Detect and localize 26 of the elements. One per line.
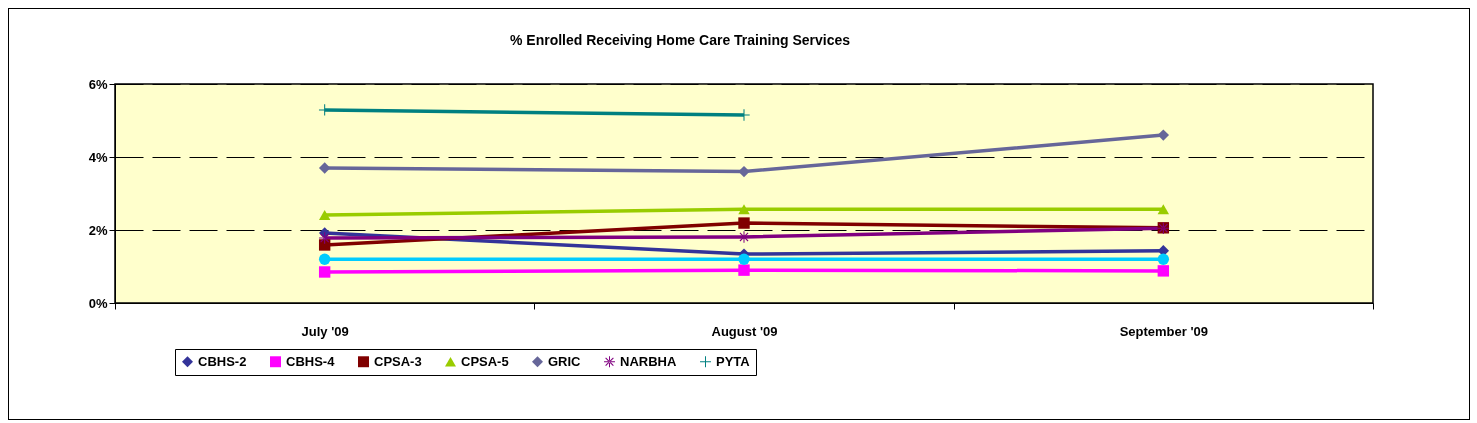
x-tick-label: July '09: [301, 323, 349, 339]
chart-title: % Enrolled Receiving Home Care Training Services: [509, 32, 851, 48]
point: [1157, 253, 1170, 265]
point: [738, 264, 750, 276]
y-tick-label: 4%: [88, 149, 108, 165]
legend-label: NARBHA: [620, 353, 677, 369]
y-tick-label: 0%: [88, 295, 108, 311]
legend-label: CBHS-2: [198, 353, 247, 369]
point: [738, 204, 750, 215]
point: [738, 253, 750, 265]
point: [318, 210, 331, 220]
y-tick-label: 6%: [88, 76, 108, 92]
x-tick-label: September '09: [1119, 323, 1209, 339]
legend-label: GRIC: [548, 353, 582, 369]
y-tick-label: 2%: [88, 222, 108, 238]
point: [318, 253, 331, 265]
legend-label: PYTA: [716, 353, 751, 369]
point: [738, 217, 750, 229]
legend-label: CPSA-3: [374, 353, 422, 369]
legend-label: CBHS-4: [286, 353, 336, 369]
legend-label: CPSA-5: [461, 353, 509, 369]
point: [1157, 265, 1170, 277]
point: [1157, 204, 1170, 215]
x-tick-label: August '09: [711, 323, 778, 339]
point: [738, 231, 750, 243]
point: [318, 266, 331, 278]
